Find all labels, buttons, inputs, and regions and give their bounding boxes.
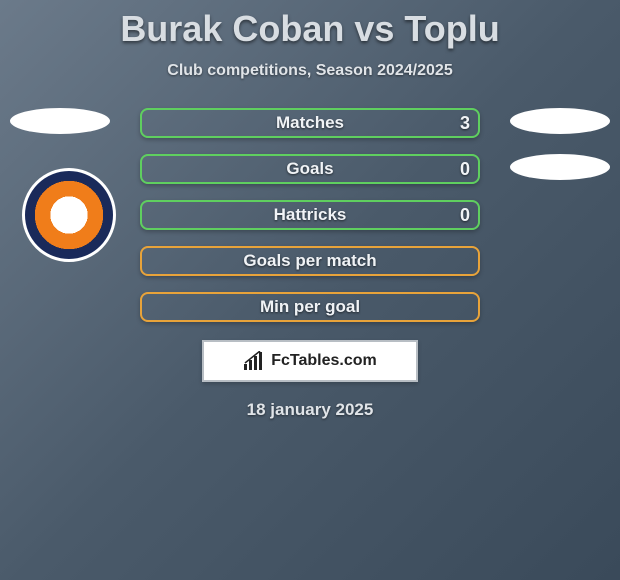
- comparison-card: Burak Coban vs Toplu Club competitions, …: [0, 0, 620, 420]
- stat-row: Min per goal: [140, 292, 480, 322]
- chart-icon: [243, 351, 265, 371]
- stat-row: Matches 3: [140, 108, 480, 138]
- club-badge-icon: [22, 168, 116, 262]
- stat-label: Min per goal: [260, 297, 360, 317]
- stat-row: Hattricks 0: [140, 200, 480, 230]
- player-left-placeholder: [10, 108, 110, 134]
- page-title: Burak Coban vs Toplu: [120, 8, 499, 50]
- stat-value-right: 0: [460, 159, 470, 180]
- stat-row: Goals per match: [140, 246, 480, 276]
- stat-label: Hattricks: [274, 205, 347, 225]
- stat-rows: Matches 3 Goals 0 Hattricks 0 Goals per match M…: [0, 108, 620, 322]
- stat-row: Goals 0: [140, 154, 480, 184]
- stat-label: Goals per match: [243, 251, 376, 271]
- stat-label: Matches: [276, 113, 344, 133]
- subtitle: Club competitions, Season 2024/2025: [167, 62, 452, 80]
- player-right-placeholder-1: [510, 108, 610, 134]
- stat-value-right: 3: [460, 113, 470, 134]
- stat-label: Goals: [286, 159, 333, 179]
- player-right-placeholder-2: [510, 154, 610, 180]
- stat-value-right: 0: [460, 205, 470, 226]
- date-text: 18 january 2025: [247, 400, 374, 420]
- brand-text: FcTables.com: [271, 352, 377, 370]
- brand-box[interactable]: FcTables.com: [202, 340, 418, 382]
